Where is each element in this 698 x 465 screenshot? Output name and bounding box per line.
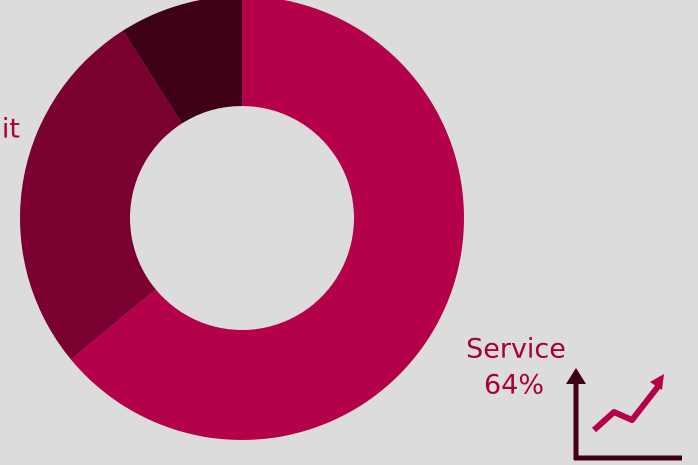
- trend-icon: [566, 368, 682, 461]
- slice-label: Service: [466, 334, 566, 365]
- donut-slice: [70, 0, 464, 440]
- slice-label: it: [2, 114, 20, 145]
- donut-slice: [19, 30, 182, 360]
- slice-value-label: 64%: [484, 370, 544, 401]
- donut-slice: [123, 0, 242, 124]
